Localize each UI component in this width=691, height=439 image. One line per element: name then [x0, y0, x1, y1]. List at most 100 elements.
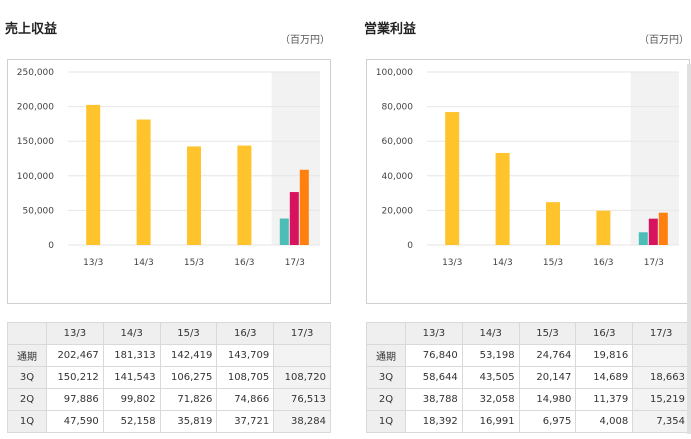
table-cell: 150,212: [46, 366, 104, 389]
table-row: 通期 202,467 181,313 142,419 143,709: [7, 344, 331, 367]
table-cell: 53,198: [461, 344, 520, 367]
table-cell: 7,354: [632, 410, 690, 433]
x-tick-label: 15/3: [543, 258, 563, 268]
table-cell: 97,886: [46, 388, 104, 411]
row-label: 1Q: [7, 410, 47, 433]
column-header: 15/3: [518, 322, 577, 345]
table-cell: 14,980: [518, 388, 577, 411]
operating-profit-table: 13/3 14/3 15/3 16/3 17/3 通期 76,840 53,198 24,764…: [366, 322, 690, 433]
x-tick-label: 16/3: [593, 258, 613, 268]
table-cell: 106,275: [159, 366, 218, 389]
bar-annual: [136, 119, 151, 245]
bar-annual: [86, 104, 101, 245]
y-tick-label: 100,000: [376, 68, 413, 78]
column-header: 16/3: [216, 322, 275, 345]
table-cell: 142,419: [159, 344, 218, 367]
table-cell: 19,816: [575, 344, 634, 367]
table-row: 3Q 58,644 43,505 20,147 14,689 18,663: [366, 366, 690, 389]
column-header: 15/3: [159, 322, 218, 345]
table-cell: 108,705: [216, 366, 275, 389]
table-cell: 76,513: [273, 388, 331, 411]
column-header: 16/3: [575, 322, 634, 345]
table-row: 1Q 18,392 16,991 6,975 4,008 7,354: [366, 410, 690, 433]
bar-annual: [445, 112, 460, 245]
x-tick-label: 13/3: [442, 258, 462, 268]
column-header: 13/3: [405, 322, 463, 345]
table-cell: 43,505: [461, 366, 520, 389]
operating-profit-chart-svg: 0 20,000 40,000 60,000 80,000 100,000 13/3 14/3…: [376, 68, 679, 268]
chart-title: 売上収益: [5, 22, 58, 37]
y-tick-label: 20,000: [382, 206, 414, 216]
row-label: 通期: [7, 344, 47, 367]
bar-2q: [289, 192, 299, 245]
y-tick-label: 50,000: [23, 206, 55, 216]
bar-annual: [495, 152, 510, 245]
column-header: 14/3: [102, 322, 161, 345]
column-header: 17/3: [632, 322, 690, 345]
table-cell: 18,663: [632, 366, 690, 389]
table-cell: 20,147: [518, 366, 577, 389]
bar-annual: [187, 146, 201, 245]
y-tick-label: 0: [48, 241, 54, 251]
y-tick-label: 60,000: [382, 137, 414, 147]
bar-2q: [648, 218, 658, 245]
y-tick-label: 200,000: [17, 103, 54, 113]
operating-profit-chart: 0 20,000 40,000 60,000 80,000 100,000 13/3 14/3…: [366, 59, 690, 304]
row-label: 1Q: [366, 410, 406, 433]
operating-profit-panel: 営業利益 （百万円） 0 20,000 40,000 60,000 80,000 100,…: [364, 0, 691, 439]
x-tick-label: 14/3: [492, 258, 512, 268]
table-cell: 141,543: [102, 366, 161, 389]
table-row: 通期 76,840 53,198 24,764 19,816: [366, 344, 690, 367]
bar-1q: [638, 232, 648, 245]
table-corner: [366, 322, 406, 345]
table-row: 2Q 38,788 32,058 14,980 11,379 15,219: [366, 388, 690, 411]
y-tick-label: 0: [407, 241, 413, 251]
row-label: 3Q: [7, 366, 47, 389]
table-cell: 15,219: [632, 388, 690, 411]
table-cell: 76,840: [405, 344, 463, 367]
x-tick-label: 14/3: [133, 258, 153, 268]
table-row: 2Q 97,886 99,802 71,826 74,866 76,513: [7, 388, 331, 411]
bar-3q: [658, 212, 668, 245]
table-cell: [273, 344, 331, 367]
bar-annual: [237, 145, 252, 245]
y-tick-label: 150,000: [17, 137, 54, 147]
row-label: 2Q: [7, 388, 47, 411]
table-cell: 108,720: [273, 366, 331, 389]
column-header: 17/3: [273, 322, 331, 345]
table-cell: 37,721: [216, 410, 275, 433]
table-cell: 24,764: [518, 344, 577, 367]
x-tick-label: 17/3: [644, 258, 664, 268]
table-cell: 47,590: [46, 410, 104, 433]
scrollbar[interactable]: [687, 64, 691, 434]
revenue-chart: 0 50,000 100,000 150,000 200,000 250,000 13/3 1…: [7, 59, 331, 304]
y-tick-label: 40,000: [382, 172, 414, 182]
y-tick-label: 80,000: [382, 103, 414, 113]
unit-label: （百万円）: [639, 35, 689, 46]
table-cell: 32,058: [461, 388, 520, 411]
column-header: 13/3: [46, 322, 104, 345]
table-row: 1Q 47,590 52,158 35,819 37,721 38,284: [7, 410, 331, 433]
row-label: 通期: [366, 344, 406, 367]
table-cell: 38,284: [273, 410, 331, 433]
table-cell: 11,379: [575, 388, 634, 411]
bar-3q: [299, 169, 309, 245]
table-cell: 99,802: [102, 388, 161, 411]
table-row: 3Q 150,212 141,543 106,275 108,705 108,720: [7, 366, 331, 389]
table-corner: [7, 322, 47, 345]
column-header: 14/3: [461, 322, 520, 345]
table-cell: 71,826: [159, 388, 218, 411]
x-tick-label: 13/3: [83, 258, 103, 268]
table-cell: 58,644: [405, 366, 463, 389]
table-cell: 52,158: [102, 410, 161, 433]
table-cell: 18,392: [405, 410, 463, 433]
table-cell: 181,313: [102, 344, 161, 367]
y-tick-label: 100,000: [17, 172, 54, 182]
row-label: 2Q: [366, 388, 406, 411]
revenue-panel: 売上収益 （百万円） 0 50,000 100,000 150,000 200,000 2…: [5, 0, 335, 439]
bar-1q: [279, 218, 289, 245]
highlight-column: [630, 72, 679, 245]
x-tick-label: 17/3: [285, 258, 305, 268]
table-cell: 16,991: [461, 410, 520, 433]
table-cell: 143,709: [216, 344, 275, 367]
